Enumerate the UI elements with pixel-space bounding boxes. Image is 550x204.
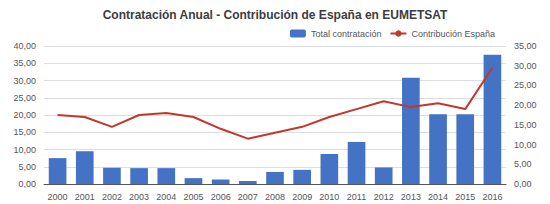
- svg-text:2012: 2012: [374, 192, 394, 202]
- svg-text:2001: 2001: [75, 192, 95, 202]
- svg-text:2005: 2005: [183, 192, 203, 202]
- svg-text:2016: 2016: [482, 192, 502, 202]
- svg-text:2015: 2015: [455, 192, 475, 202]
- svg-text:2013: 2013: [401, 192, 421, 202]
- svg-text:2014: 2014: [428, 192, 448, 202]
- svg-text:2000: 2000: [48, 192, 68, 202]
- svg-text:25,00: 25,00: [514, 80, 537, 90]
- svg-text:2009: 2009: [292, 192, 312, 202]
- svg-text:35,00: 35,00: [13, 58, 36, 68]
- svg-text:Total contratación: Total contratación: [311, 29, 382, 39]
- svg-text:0,00: 0,00: [514, 179, 532, 189]
- svg-text:15,00: 15,00: [13, 127, 36, 137]
- svg-text:2002: 2002: [102, 192, 122, 202]
- svg-text:2007: 2007: [238, 192, 258, 202]
- svg-text:25,00: 25,00: [13, 93, 36, 103]
- svg-text:30,00: 30,00: [13, 76, 36, 86]
- svg-text:2010: 2010: [319, 192, 339, 202]
- svg-text:Contribución España: Contribución España: [411, 29, 495, 39]
- svg-text:20,00: 20,00: [13, 110, 36, 120]
- svg-text:0,00: 0,00: [18, 179, 36, 189]
- svg-text:5,00: 5,00: [514, 159, 532, 169]
- svg-text:2006: 2006: [211, 192, 231, 202]
- svg-text:2004: 2004: [156, 192, 176, 202]
- svg-text:20,00: 20,00: [514, 100, 537, 110]
- svg-text:15,00: 15,00: [514, 120, 537, 130]
- svg-text:5,00: 5,00: [18, 162, 36, 172]
- svg-text:10,00: 10,00: [514, 140, 537, 150]
- svg-text:Contratación Anual - Contribuc: Contratación Anual - Contribución de Esp…: [103, 8, 448, 22]
- svg-text:10,00: 10,00: [13, 145, 36, 155]
- svg-text:30,00: 30,00: [514, 61, 537, 71]
- svg-text:2011: 2011: [347, 192, 366, 202]
- svg-text:40,00: 40,00: [13, 41, 36, 51]
- svg-text:35,00: 35,00: [514, 41, 537, 51]
- svg-text:2008: 2008: [265, 192, 285, 202]
- svg-text:2003: 2003: [129, 192, 149, 202]
